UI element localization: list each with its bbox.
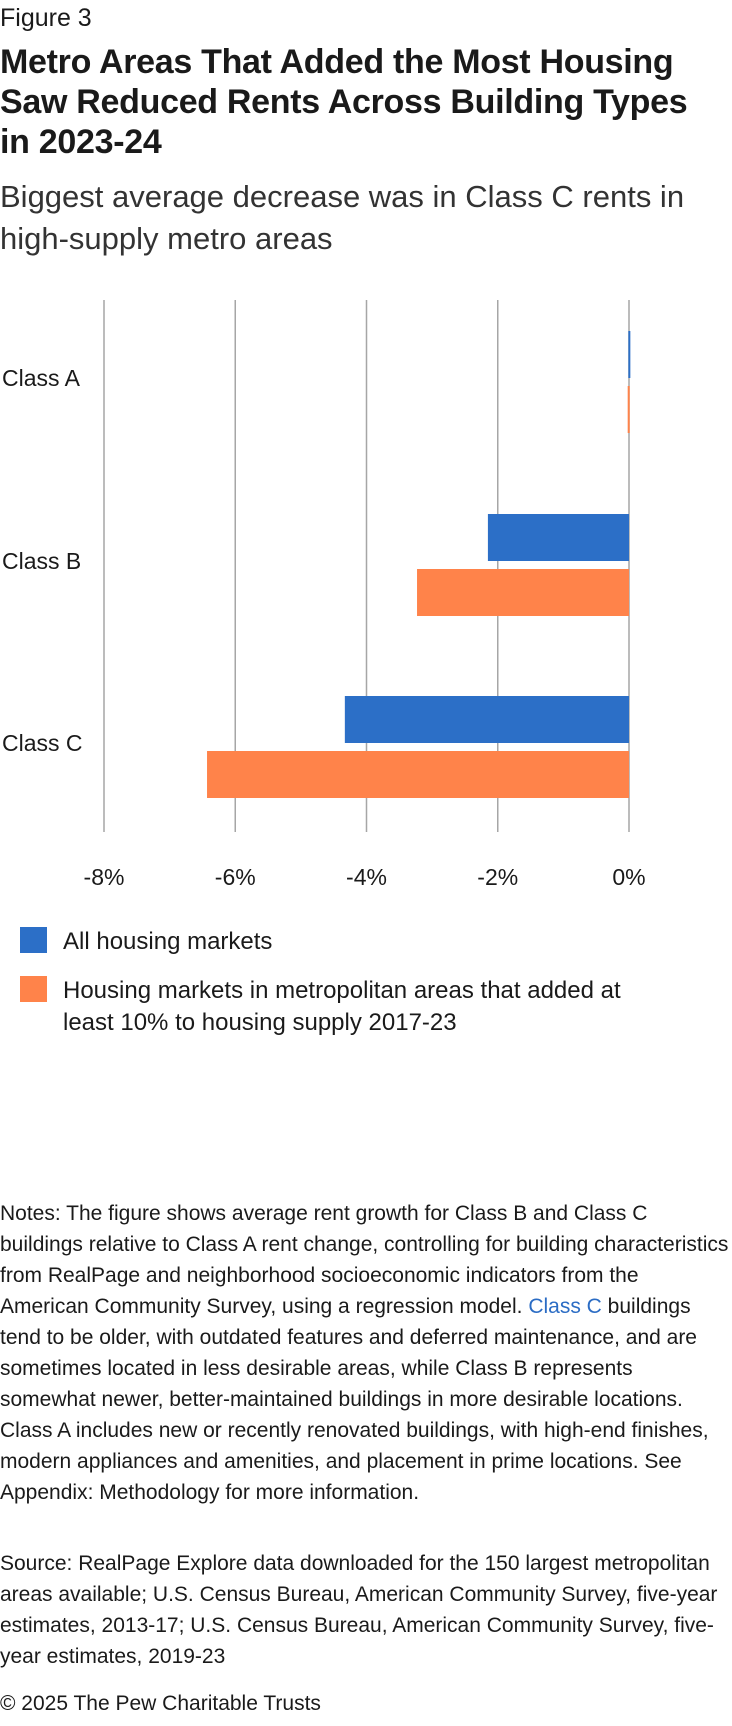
x-tick-label: -8% bbox=[84, 864, 125, 890]
legend-swatch-blue bbox=[20, 927, 47, 953]
legend-swatch-orange bbox=[20, 976, 47, 1002]
legend-label-all-markets: All housing markets bbox=[63, 928, 273, 955]
bar-high-supply-markets bbox=[627, 386, 630, 433]
bars bbox=[207, 331, 631, 798]
bar-high-supply-markets bbox=[417, 569, 629, 616]
copyright: © 2025 The Pew Charitable Trusts bbox=[0, 1692, 321, 1715]
category-label: Class B bbox=[2, 548, 81, 574]
chart-subtitle: Biggest average decrease was in Class C … bbox=[0, 179, 685, 256]
x-tick-label: 0% bbox=[612, 864, 645, 890]
legend-label-high-supply-markets: Housing markets in metropolitan areas th… bbox=[63, 977, 621, 1036]
bar-chart: Class A Class B Class C -8% -6% -4% -2% 0% bbox=[2, 300, 646, 890]
x-tick-label: -2% bbox=[477, 864, 518, 890]
bar-all-markets bbox=[344, 696, 629, 743]
category-labels: Class A Class B Class C bbox=[2, 365, 83, 756]
notes-text-1: Notes: The figure shows average rent gro… bbox=[0, 1202, 729, 1318]
legend-item-all-markets: All housing markets bbox=[20, 926, 663, 958]
class-c-link[interactable]: Class C bbox=[528, 1295, 602, 1318]
figure-label: Figure 3 bbox=[0, 4, 92, 32]
bar-high-supply-markets bbox=[207, 751, 629, 798]
legend-item-high-supply-markets: Housing markets in metropolitan areas th… bbox=[20, 975, 663, 1039]
bar-all-markets bbox=[628, 331, 631, 378]
x-tick-label: -6% bbox=[215, 864, 256, 890]
chart-title: Metro Areas That Added the Most Housing … bbox=[0, 43, 688, 161]
notes-text-2: buildings tend to be older, with outdate… bbox=[0, 1295, 709, 1504]
notes: Notes: The figure shows average rent gro… bbox=[0, 1198, 730, 1508]
category-label: Class A bbox=[2, 365, 81, 391]
category-label: Class C bbox=[2, 730, 83, 756]
source-note: Source: RealPage Explore data downloaded… bbox=[0, 1552, 718, 1668]
x-tick-labels: -8% -6% -4% -2% 0% bbox=[84, 864, 646, 890]
x-tick-label: -4% bbox=[346, 864, 387, 890]
bar-all-markets bbox=[487, 514, 629, 561]
